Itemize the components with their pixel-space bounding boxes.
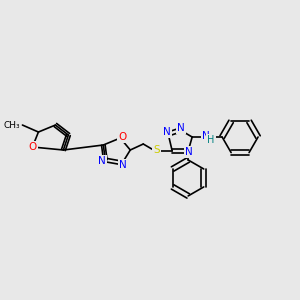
Text: S: S xyxy=(153,145,160,155)
Text: H: H xyxy=(208,135,215,145)
Text: N: N xyxy=(177,123,185,133)
Text: N: N xyxy=(163,127,171,137)
Text: N: N xyxy=(119,160,127,170)
Text: N: N xyxy=(98,156,106,166)
Text: O: O xyxy=(28,142,37,152)
Text: CH₃: CH₃ xyxy=(4,121,20,130)
Text: N: N xyxy=(185,147,193,157)
Text: O: O xyxy=(118,132,126,142)
Text: N: N xyxy=(202,131,210,141)
